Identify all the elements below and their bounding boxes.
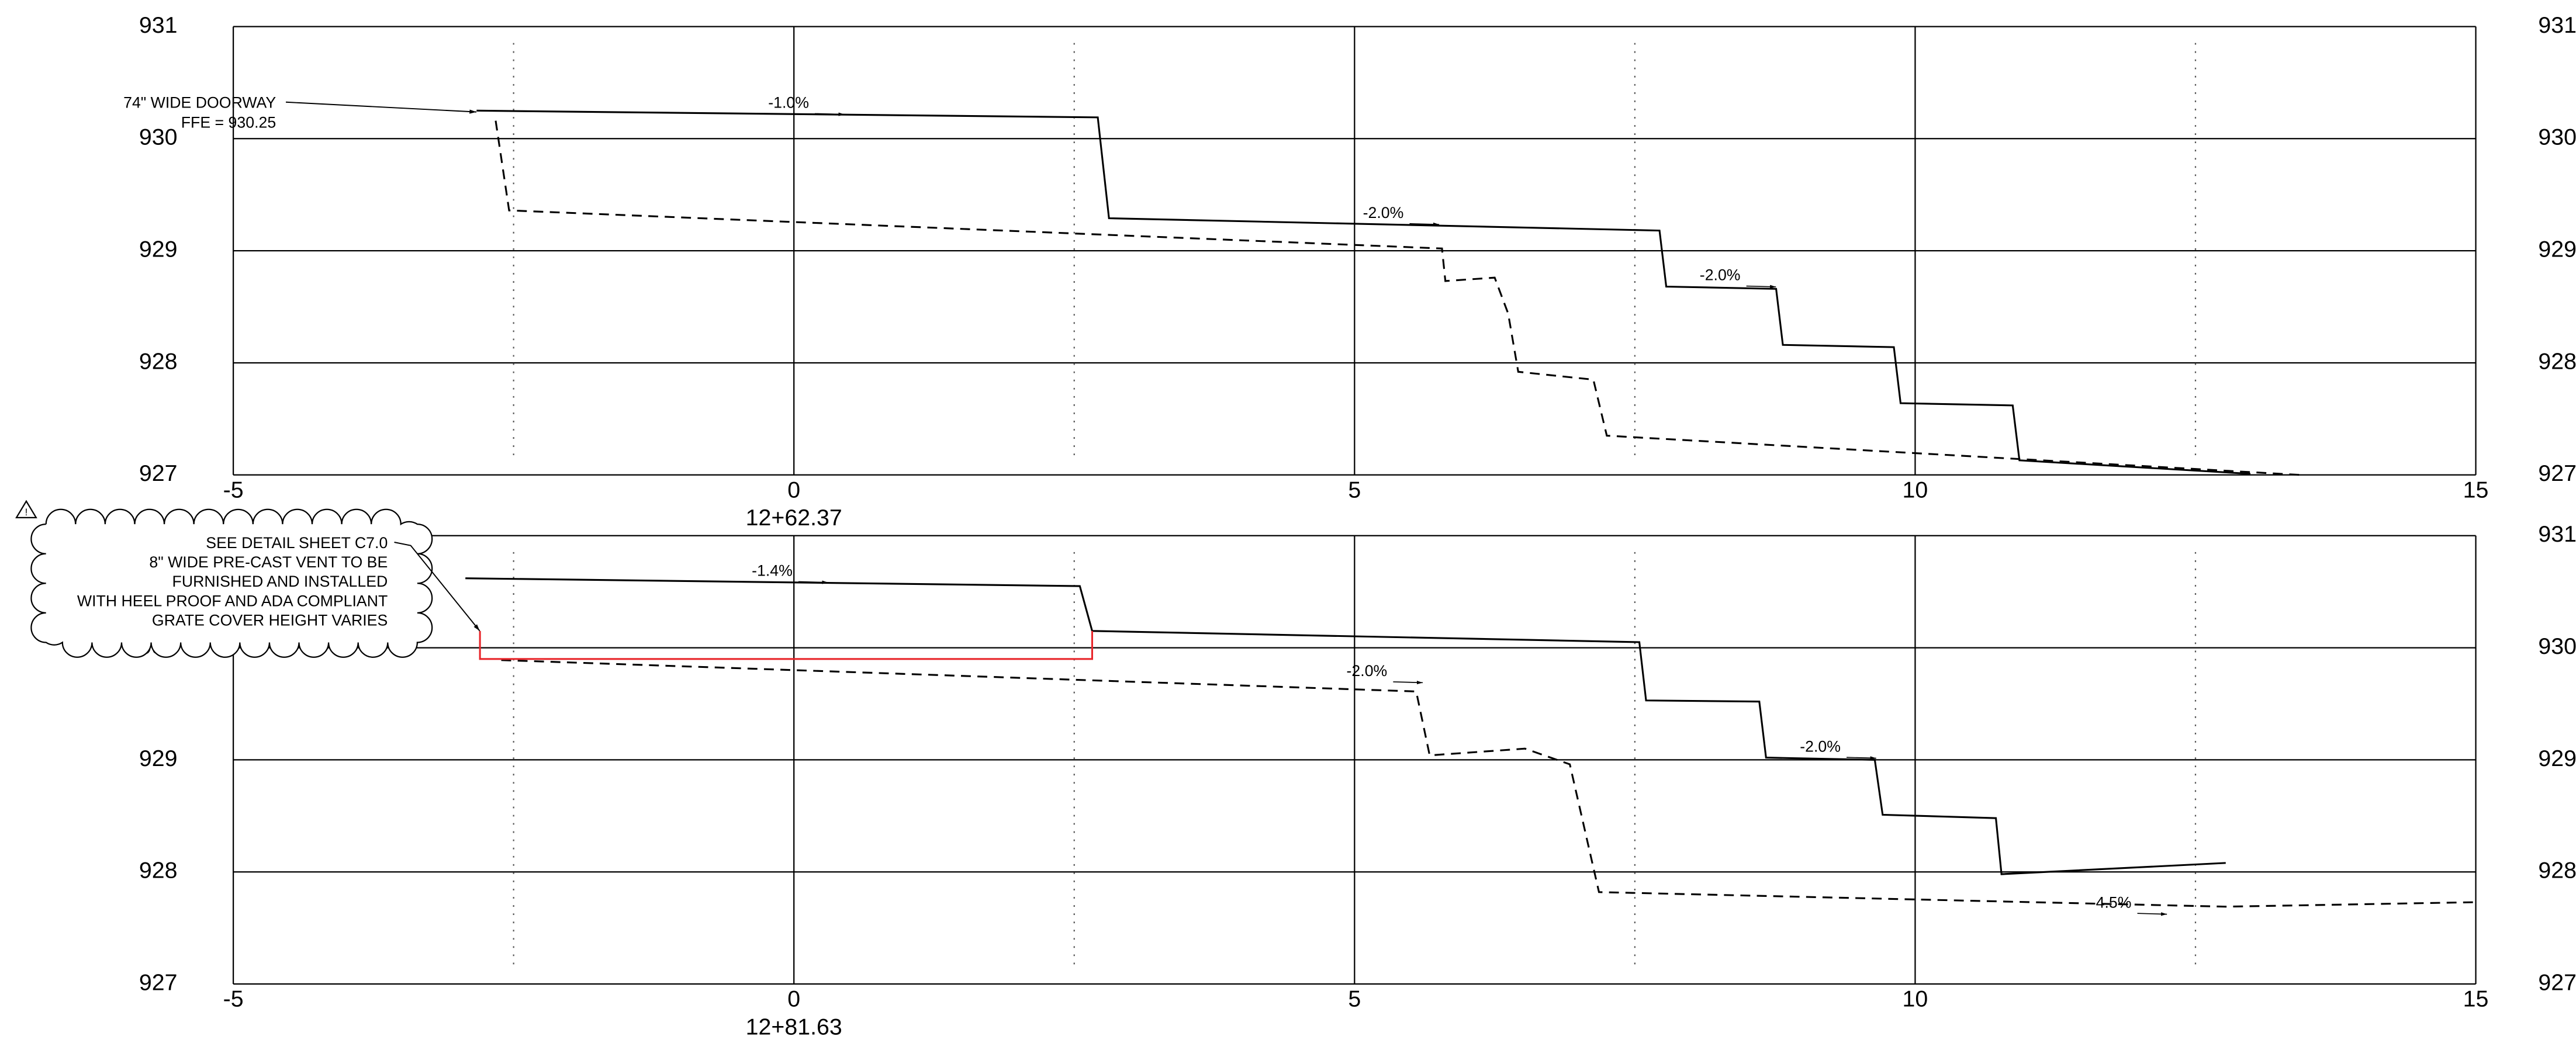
profile-line [479, 630, 1094, 660]
profile-line [465, 577, 2226, 875]
note-text: GRATE COVER HEIGHT VARIES [152, 612, 388, 629]
profile-line [495, 120, 2300, 476]
y-tick-label: 927 [139, 460, 178, 486]
slope-arrow [798, 580, 828, 584]
x-tick-label: 10 [1903, 477, 1928, 503]
leader [285, 101, 477, 114]
note-text: FFE = 930.25 [181, 113, 276, 131]
x-tick-label: -5 [223, 477, 244, 503]
y-tick-label-right: 928 [2538, 348, 2576, 374]
revision-cloud [30, 508, 433, 658]
x-tick-label: 15 [2463, 986, 2489, 1012]
x-tick-label: -5 [223, 986, 244, 1012]
y-tick-label: 930 [139, 124, 178, 150]
warning-mark: ! [25, 507, 28, 518]
y-tick-label: 929 [139, 237, 178, 262]
station-label: 12+62.37 [746, 505, 842, 531]
x-tick-label: 5 [1348, 477, 1361, 503]
slope-label: -1.4% [752, 562, 793, 580]
x-tick-label: 0 [787, 477, 800, 503]
slope-label: -1.0% [768, 94, 809, 112]
x-tick-label: 15 [2463, 477, 2489, 503]
x-tick-label: 0 [787, 986, 800, 1012]
slope-arrow [815, 112, 845, 116]
y-tick-label: 929 [139, 746, 178, 771]
leader [394, 542, 480, 632]
slope-label: -2.0% [1800, 737, 1841, 755]
y-tick-label-right: 931 [2538, 521, 2576, 547]
y-tick-label-right: 930 [2538, 124, 2576, 150]
warning-triangle [15, 500, 37, 518]
note-text: FURNISHED AND INSTALLED [172, 573, 388, 590]
y-tick-label-right: 927 [2538, 969, 2576, 995]
station-label: 12+81.63 [746, 1014, 842, 1039]
slope-arrow [2137, 912, 2167, 916]
y-tick-label: 927 [139, 969, 178, 995]
x-tick-label: 10 [1903, 986, 1928, 1012]
y-tick-label-right: 930 [2538, 633, 2576, 659]
slope-label: -4.5% [2091, 893, 2132, 911]
x-tick-label: 5 [1348, 986, 1361, 1012]
y-tick-label: 928 [139, 348, 178, 374]
slope-arrow [1746, 285, 1776, 289]
slope-label: -2.0% [1363, 204, 1404, 221]
note-text: WITH HEEL PROOF AND ADA COMPLIANT [77, 592, 388, 609]
slope-arrow [1847, 756, 1876, 760]
profile-line [501, 659, 2476, 908]
y-tick-label-right: 929 [2538, 237, 2576, 262]
note-text: SEE DETAIL SHEET C7.0 [206, 534, 388, 552]
slope-label: -2.0% [1700, 266, 1741, 284]
y-tick-label-right: 927 [2538, 460, 2576, 486]
note-text: 8" WIDE PRE-CAST VENT TO BE [149, 553, 388, 571]
slope-label: -2.0% [1347, 662, 1388, 680]
y-tick-label-right: 929 [2538, 746, 2576, 771]
y-tick-label: 931 [139, 12, 178, 38]
y-tick-label: 928 [139, 858, 178, 883]
y-tick-label-right: 928 [2538, 858, 2576, 883]
note-text: 74" WIDE DOORWAY [123, 94, 276, 112]
profile-line [476, 109, 2251, 475]
y-tick-label-right: 931 [2538, 12, 2576, 38]
